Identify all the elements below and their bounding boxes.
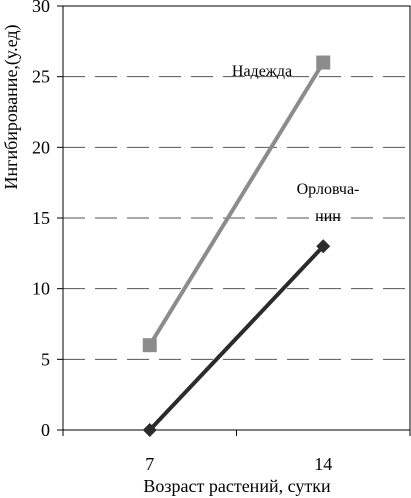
data-point-square [142,338,157,353]
y-tick-label: 30 [32,0,50,16]
data-point-square [316,55,331,70]
series-line-1 [148,244,325,432]
y-tick-labels: 0 5 10 15 20 25 30 [32,0,50,440]
y-tick-label: 25 [32,67,50,87]
series [142,55,331,437]
y-tick-label: 10 [32,279,50,299]
series-label: нин [315,208,341,225]
series-label: Надежда [232,63,292,80]
series-label: Орловча- [297,181,360,198]
series-line-0 [148,61,325,347]
data-point-diamond [142,423,157,437]
y-tick-label: 15 [32,208,50,228]
plot-area-frame [62,5,411,431]
x-tick-label: 14 [314,454,332,474]
y-tick-label: 20 [32,137,50,157]
y-tick-label: 0 [41,420,50,440]
series-annotations: Надежда Орловча-нин [232,63,359,225]
x-tick-labels: 7 14 [145,454,332,474]
y-axis-label: Ингибирование,(у.ед) [1,24,22,189]
data-point-diamond [316,239,331,254]
x-tick-label: 7 [145,454,154,474]
y-tick-label: 5 [41,349,50,369]
gridlines [57,5,411,436]
x-axis-label: Возраст растений, сутки [143,476,331,496]
